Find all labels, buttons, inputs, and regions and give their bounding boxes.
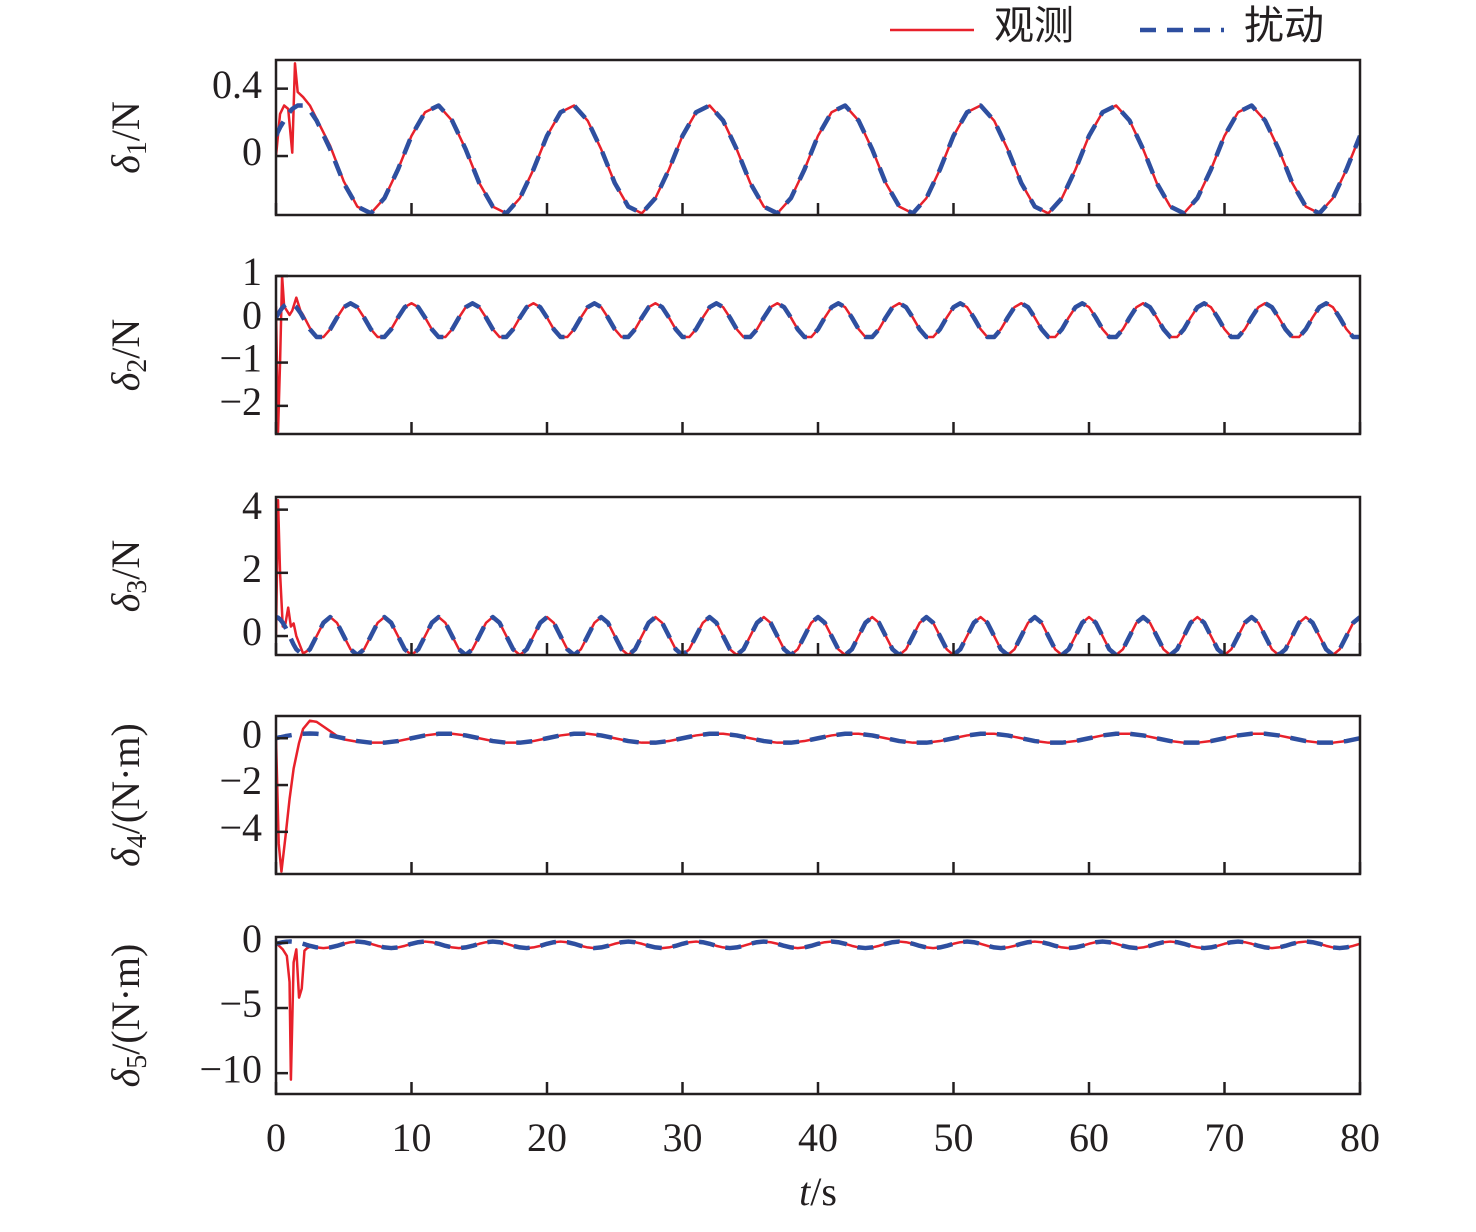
- y-tick-label: 0: [242, 292, 262, 337]
- y-tick-label: 0: [242, 129, 262, 174]
- y-label-unit: /N: [103, 540, 148, 580]
- y-label-unit: /N: [103, 101, 148, 141]
- plot-frame: [274, 935, 1362, 1096]
- y-tick-label: −5: [219, 981, 262, 1026]
- legend-label: 观测: [994, 3, 1074, 48]
- y-axis-label: δ3/N: [103, 540, 153, 613]
- series-line: [276, 103, 1360, 215]
- y-label-symbol: δ: [103, 154, 148, 174]
- y-tick-label: 2: [242, 546, 262, 591]
- y-label-subscript: 1: [122, 141, 153, 155]
- x-tick-label: 80: [1340, 1115, 1380, 1160]
- x-label-symbol: t: [799, 1169, 811, 1214]
- y-label-subscript: 5: [122, 1055, 153, 1069]
- x-tick-label: 10: [392, 1115, 432, 1160]
- x-tick-label: 20: [527, 1115, 567, 1160]
- y-label-subscript: 4: [122, 834, 153, 848]
- y-tick-label: 1: [242, 249, 262, 294]
- y-axis-label: δ1/N: [103, 101, 153, 174]
- series-line: [276, 498, 1360, 655]
- series-line: [276, 614, 1360, 655]
- y-axis-label: δ5/(N·m): [103, 944, 153, 1088]
- y-axis-label: δ2/N: [103, 319, 153, 392]
- y-label-unit: /N: [103, 319, 148, 359]
- y-tick-label: 0: [242, 609, 262, 654]
- y-label-symbol: δ: [103, 592, 148, 612]
- x-axis-label: t/s: [799, 1169, 837, 1214]
- plot-frame: [274, 274, 1362, 436]
- y-tick-label: 0: [242, 916, 262, 961]
- y-tick-label: −1: [219, 336, 262, 381]
- y-tick-label: 0: [242, 711, 262, 756]
- series-line: [276, 301, 1360, 340]
- y-tick-label: −2: [219, 758, 262, 803]
- series-line: [276, 731, 1360, 745]
- x-tick-label: 0: [266, 1115, 286, 1160]
- y-tick-label: −10: [199, 1046, 262, 1091]
- x-tick-label: 40: [798, 1115, 838, 1160]
- y-label-symbol: δ: [103, 1067, 148, 1087]
- y-label-unit: /(N·m): [103, 723, 148, 834]
- x-tick-label: 30: [663, 1115, 703, 1160]
- y-label-subscript: 3: [122, 580, 153, 594]
- y-label-unit: /(N·m): [103, 944, 148, 1055]
- plot-frame: [274, 495, 1362, 657]
- y-label-symbol: δ: [103, 847, 148, 867]
- series-line: [276, 940, 1360, 1081]
- x-label-unit: /s: [810, 1169, 837, 1214]
- x-tick-label: 60: [1069, 1115, 1109, 1160]
- y-tick-label: −2: [219, 379, 262, 424]
- series-line: [276, 276, 1360, 434]
- legend-label: 扰动: [1244, 3, 1324, 48]
- y-tick-label: 0.4: [212, 62, 262, 107]
- y-label-subscript: 2: [122, 359, 153, 373]
- series-line: [276, 62, 1360, 215]
- y-label-symbol: δ: [103, 371, 148, 391]
- x-tick-label: 70: [1205, 1115, 1245, 1160]
- y-axis-label: δ4/(N·m): [103, 723, 153, 867]
- x-tick-label: 50: [934, 1115, 974, 1160]
- series-line: [276, 939, 1360, 951]
- y-tick-label: −4: [219, 805, 262, 850]
- y-tick-label: 4: [242, 483, 262, 528]
